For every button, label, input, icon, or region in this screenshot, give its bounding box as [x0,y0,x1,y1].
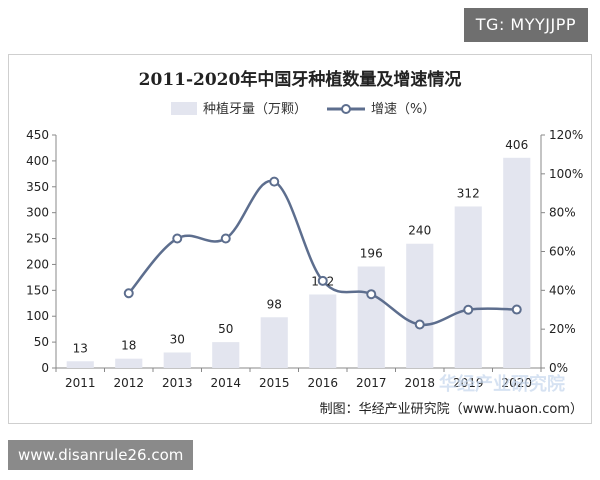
x-axis-tick-label: 2018 [404,376,435,390]
right-axis-tick-label: 80% [549,206,576,220]
bar-data-label: 196 [360,247,383,261]
chart-source: 制图：华经产业研究院（www.huaon.com） [320,402,583,417]
growth-point [269,176,280,187]
growth-point [511,304,522,315]
left-axis-tick-label: 150 [26,283,49,297]
bar [212,342,240,368]
bar-data-label: 18 [121,339,136,353]
bar [260,317,288,368]
left-axis-tick-label: 100 [26,309,49,323]
bar-data-label: 50 [218,322,233,336]
growth-point [172,233,183,244]
growth-line [127,179,517,327]
x-axis-tick-label: 2017 [356,376,387,390]
x-axis-tick-label: 2016 [307,376,338,390]
x-axis-tick-label: 2011 [65,376,96,390]
left-axis-tick-label: 200 [26,257,49,271]
x-axis-tick-label: 2012 [113,376,144,390]
bar-data-label: 240 [408,224,431,238]
left-axis-tick-label: 450 [26,128,49,142]
right-axis-tick-label: 0% [549,361,568,375]
left-axis-tick-label: 0 [41,361,49,375]
right-axis-tick-label: 20% [549,322,576,336]
x-axis-tick-label: 2013 [162,376,193,390]
left-axis-tick-label: 250 [26,232,49,246]
right-axis-tick-label: 60% [549,245,576,259]
watermark-badge: TG: MYYJJPP [463,8,588,42]
chart-watermark: 华经产业研究院 [439,373,565,395]
plot-area: 0 50 100 150 200 250 300 350 400 450 0% 20% 40% 60% 80… [26,128,583,390]
bar [357,266,385,368]
chart-title: 2011-2020年中国牙种植数量及增速情况 [139,69,462,90]
growth-point [366,289,377,300]
site-watermark: www.disanrule26.com [8,440,194,470]
x-axis-tick-label: 2020 [501,376,532,390]
bar [115,358,143,368]
left-axis-tick-label: 400 [26,154,49,168]
bar-data-label: 312 [457,186,480,200]
right-axis-tick-label: 120% [549,128,583,142]
bar [309,294,337,368]
left-axis-tick-label: 350 [26,180,49,194]
chart-frame: 2011-2020年中国牙种植数量及增速情况 种植牙量（万颗） 增速（%） 0 5… [8,54,592,424]
bar [406,243,434,368]
bar [454,206,482,368]
left-axis-tick-label: 50 [34,335,49,349]
growth-point [123,288,134,299]
growth-point [220,233,231,244]
legend-bar-label: 种植牙量（万颗） [203,102,307,117]
legend-bar-swatch [171,102,197,115]
bar [503,157,531,368]
chart: 2011-2020年中国牙种植数量及增速情况 种植牙量（万颗） 增速（%） 0 5… [26,69,583,417]
bar-data-label: 30 [170,332,185,346]
growth-point [463,304,474,315]
left-axis-tick-label: 300 [26,206,49,220]
bar-data-label: 406 [505,138,528,152]
x-axis-tick-label: 2014 [210,376,241,390]
bar-data-label: 13 [73,341,88,355]
bar-data-label: 98 [267,297,282,311]
x-axis-tick-label: 2019 [453,376,484,390]
bar [163,352,191,368]
growth-point [414,319,425,330]
x-axis-tick-label: 2015 [259,376,290,390]
growth-point [317,275,328,286]
legend: 种植牙量（万颗） 增速（%） [171,102,435,117]
bar [66,361,94,368]
legend-line-marker [341,104,351,114]
right-axis-tick-label: 100% [549,167,583,181]
right-axis-tick-label: 40% [549,283,576,297]
legend-line-label: 增速（%） [371,102,435,117]
